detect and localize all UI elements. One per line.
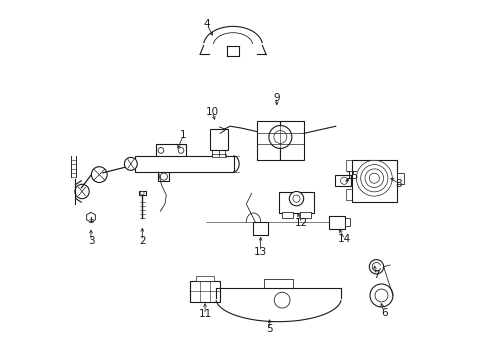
Text: 2: 2 (139, 236, 145, 246)
Bar (135, 156, 233, 172)
Circle shape (273, 131, 286, 143)
Bar (257, 121, 280, 160)
Text: 7: 7 (372, 270, 379, 280)
Text: 8: 8 (395, 179, 401, 189)
Circle shape (360, 165, 387, 192)
Text: 14: 14 (338, 234, 351, 244)
Circle shape (368, 260, 383, 274)
Bar (196, 276, 214, 281)
Bar (190, 281, 220, 302)
Bar (209, 129, 227, 150)
Text: 1: 1 (180, 130, 186, 140)
Circle shape (158, 148, 163, 153)
Bar (351, 160, 396, 202)
Circle shape (356, 160, 391, 196)
Text: 13: 13 (253, 247, 267, 257)
Bar (279, 192, 313, 213)
Text: 12: 12 (295, 218, 308, 228)
Text: 4: 4 (203, 19, 210, 29)
Circle shape (364, 169, 383, 188)
Bar (253, 222, 267, 234)
Bar (328, 216, 344, 229)
Text: 9: 9 (273, 93, 280, 103)
Circle shape (289, 192, 303, 206)
Circle shape (268, 126, 291, 148)
Bar (300, 212, 310, 218)
Text: 6: 6 (380, 308, 387, 318)
Text: 3: 3 (87, 236, 94, 246)
Circle shape (368, 173, 379, 183)
Circle shape (369, 284, 392, 307)
Circle shape (91, 167, 107, 183)
Circle shape (292, 195, 300, 202)
Bar (334, 175, 350, 186)
Text: 11: 11 (198, 310, 211, 319)
Circle shape (160, 173, 167, 180)
Circle shape (374, 289, 387, 302)
Circle shape (140, 192, 144, 195)
Bar (396, 173, 403, 184)
Circle shape (178, 148, 183, 153)
Bar (282, 212, 292, 218)
Bar (139, 191, 145, 195)
Circle shape (340, 177, 347, 184)
Text: 5: 5 (266, 324, 272, 334)
Text: 10: 10 (205, 107, 218, 117)
Bar (211, 154, 225, 157)
Bar (280, 121, 303, 160)
Circle shape (75, 184, 89, 199)
Circle shape (274, 292, 289, 308)
Circle shape (124, 157, 137, 170)
Bar (344, 218, 349, 226)
Text: 15: 15 (345, 171, 358, 181)
Polygon shape (86, 212, 95, 222)
